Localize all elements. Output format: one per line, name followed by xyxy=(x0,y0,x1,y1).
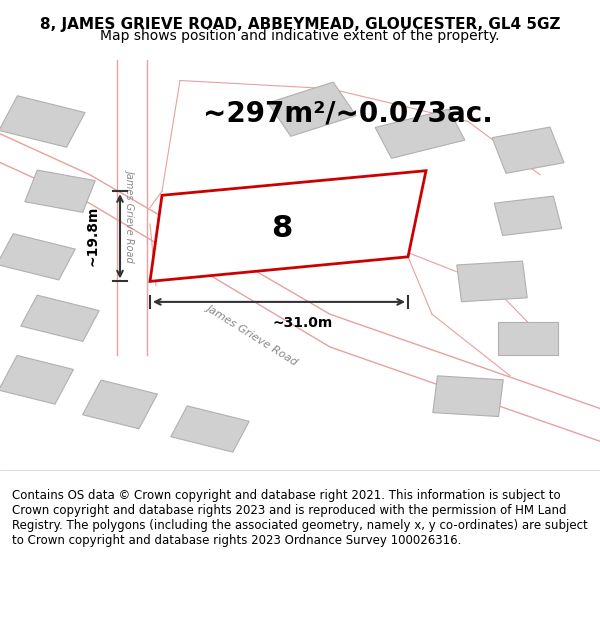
Polygon shape xyxy=(375,109,465,158)
Polygon shape xyxy=(21,295,99,341)
Text: 8, JAMES GRIEVE ROAD, ABBEYMEAD, GLOUCESTER, GL4 5GZ: 8, JAMES GRIEVE ROAD, ABBEYMEAD, GLOUCES… xyxy=(40,17,560,32)
Polygon shape xyxy=(0,234,75,280)
Text: ~297m²/~0.073ac.: ~297m²/~0.073ac. xyxy=(203,99,493,127)
Text: James Grieve Road: James Grieve Road xyxy=(126,169,136,262)
Polygon shape xyxy=(498,322,558,355)
Polygon shape xyxy=(0,96,85,148)
Polygon shape xyxy=(268,82,356,136)
Polygon shape xyxy=(83,380,157,429)
Polygon shape xyxy=(150,171,426,281)
Polygon shape xyxy=(457,261,527,302)
Text: 8: 8 xyxy=(271,214,293,243)
Polygon shape xyxy=(494,196,562,236)
Text: James Grieve Road: James Grieve Road xyxy=(205,302,299,367)
Text: Contains OS data © Crown copyright and database right 2021. This information is : Contains OS data © Crown copyright and d… xyxy=(12,489,588,547)
Polygon shape xyxy=(117,60,147,355)
Polygon shape xyxy=(0,134,600,441)
Text: ~31.0m: ~31.0m xyxy=(273,316,333,330)
Polygon shape xyxy=(171,406,249,452)
Polygon shape xyxy=(25,170,95,212)
Text: Map shows position and indicative extent of the property.: Map shows position and indicative extent… xyxy=(100,29,500,43)
Polygon shape xyxy=(433,376,503,416)
Polygon shape xyxy=(492,127,564,173)
Polygon shape xyxy=(0,356,73,404)
Text: ~19.8m: ~19.8m xyxy=(85,206,99,266)
